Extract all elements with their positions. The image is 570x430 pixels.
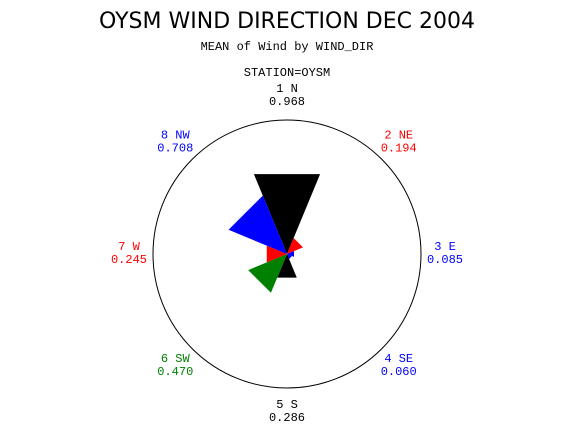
wedge [248, 254, 287, 293]
wedge [287, 237, 304, 254]
wedge [228, 195, 287, 254]
wedge [277, 254, 297, 278]
direction-label: 6 SW [161, 352, 191, 366]
outer-circle [152, 119, 422, 389]
direction-label: 3 E [434, 240, 456, 254]
wedge [287, 251, 295, 257]
wedge [266, 245, 287, 263]
wedge [253, 174, 321, 254]
station-label: STATION=OYSM [244, 66, 330, 80]
chart-subtitle: MEAN of Wind by WIND_DIR [201, 40, 374, 54]
direction-label: 4 SE [384, 352, 413, 366]
direction-label: 1 N [276, 82, 298, 96]
value-label: 0.060 [381, 365, 417, 379]
value-label: 0.286 [269, 411, 305, 425]
value-label: 0.194 [381, 141, 417, 155]
direction-label: 8 NW [161, 128, 191, 142]
value-label: 0.708 [157, 141, 193, 155]
chart-title: OYSM WIND DIRECTION DEC 2004 [99, 9, 475, 34]
direction-label: 2 NE [384, 128, 413, 142]
direction-label: 5 S [276, 398, 298, 412]
wedge [287, 254, 292, 259]
value-label: 0.085 [427, 253, 463, 267]
direction-label: 7 W [118, 240, 140, 254]
value-label: 0.968 [269, 95, 305, 109]
value-label: 0.470 [157, 365, 193, 379]
value-label: 0.245 [111, 253, 147, 267]
